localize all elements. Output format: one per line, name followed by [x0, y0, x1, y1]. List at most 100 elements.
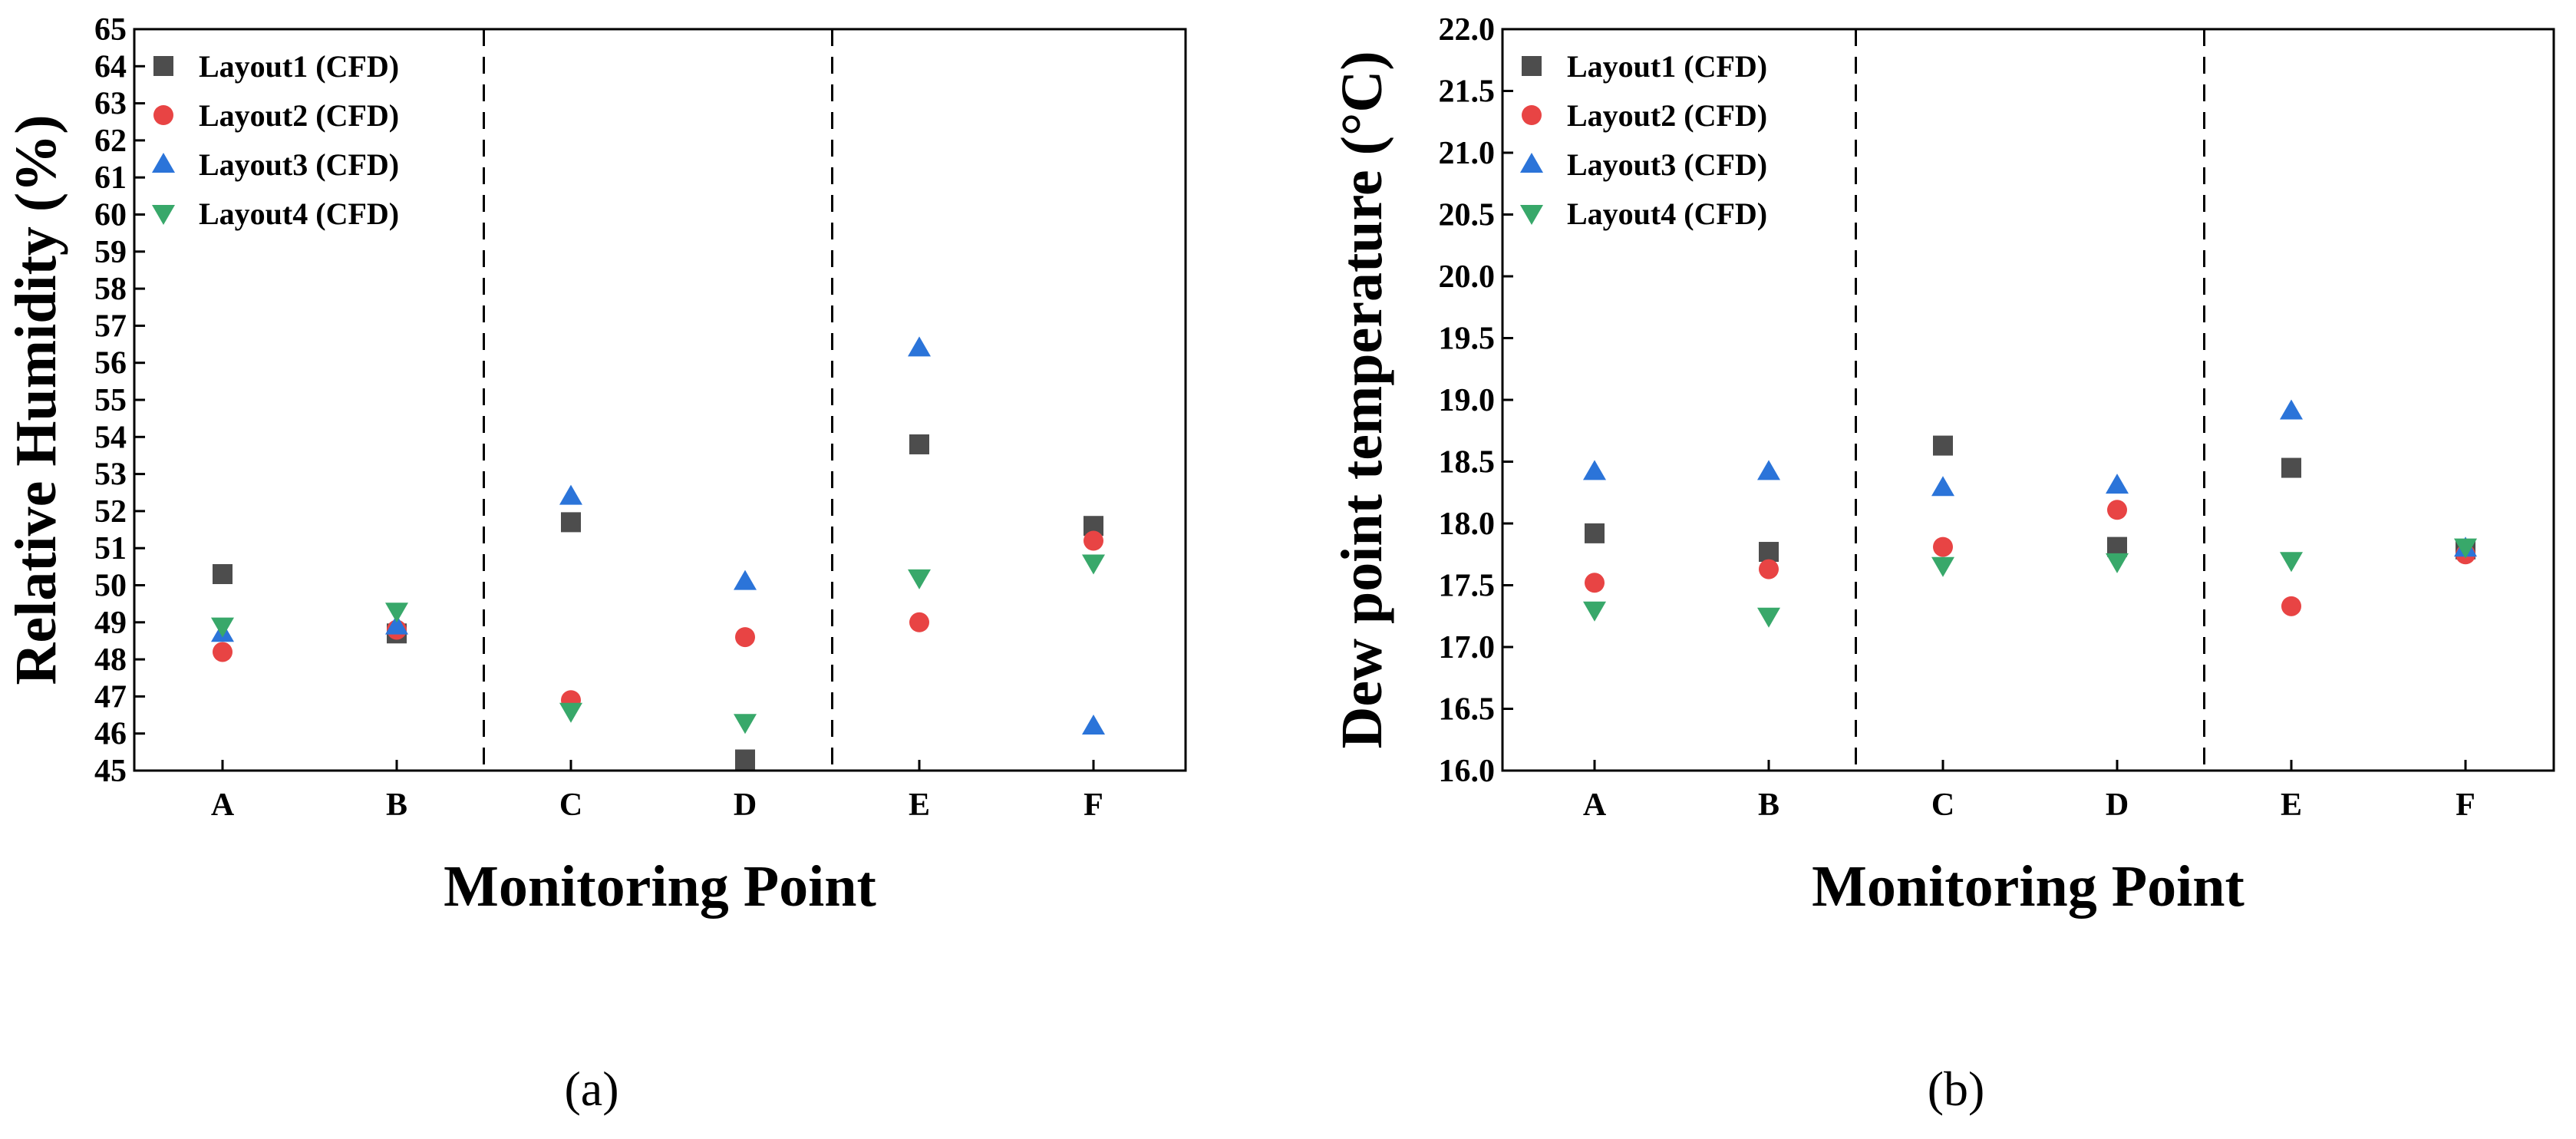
- legend-marker-layout1: [153, 56, 173, 76]
- chart-panel-a: 4546474849505152535455565758596061626364…: [4, 12, 1187, 1116]
- y-tick-label: 20.0: [1439, 259, 1496, 295]
- x-tick-label: D: [734, 787, 757, 823]
- legend-b: Layout1 (CFD) Layout2 (CFD) Layout3 (CFD) L…: [1520, 49, 1767, 231]
- y-tick-label: 52: [94, 494, 127, 530]
- legend-label-layout3: Layout3 (CFD): [199, 147, 399, 182]
- x-tick-label: A: [211, 787, 235, 823]
- data-point-layout2-D: [735, 627, 755, 648]
- x-tick-label: D: [2106, 787, 2129, 823]
- y-tick-label: 21.0: [1439, 136, 1496, 171]
- y-tick-label: 19.5: [1439, 322, 1496, 357]
- legend-label-layout2: Layout2 (CFD): [199, 98, 399, 133]
- x-axis-title-b: Monitoring Point: [1812, 854, 2245, 919]
- data-point-layout1-E: [909, 434, 929, 454]
- y-tick-label: 65: [94, 12, 127, 48]
- data-point-layout4-D: [2106, 553, 2129, 573]
- data-point-layout2-D: [2107, 500, 2127, 520]
- x-tick-label: E: [2281, 787, 2302, 823]
- y-tick-label: 57: [94, 309, 127, 344]
- data-point-layout2-B: [1759, 559, 1779, 579]
- y-tick-label: 21.5: [1439, 74, 1496, 110]
- data-point-layout3-C: [1931, 476, 1954, 497]
- dividers-b: [1855, 29, 2205, 771]
- data-point-layout3-B: [1757, 460, 1780, 480]
- legend-a: Layout1 (CFD) Layout2 (CFD) Layout3 (CFD) L…: [152, 49, 399, 231]
- y-tick-label: 48: [94, 642, 127, 678]
- panel-label-b: (b): [1928, 1061, 1985, 1116]
- legend-marker-layout1: [1522, 56, 1542, 76]
- y-tick-label: 51: [94, 531, 127, 566]
- data-point-layout3-E: [2280, 399, 2303, 420]
- data-point-layout2-E: [2281, 596, 2301, 616]
- data-point-layout1-C: [1933, 435, 1953, 456]
- legend-label-layout1: Layout1 (CFD): [199, 49, 399, 84]
- data-point-layout4-E: [2280, 552, 2303, 573]
- data-point-layout4-B: [385, 603, 408, 623]
- chart-panel-b: 16.0 16.5 17.0 17.5 18.0 18.5 19.0 19.5 20.0 20.5…: [1330, 12, 2555, 1116]
- data-point-layout1-A: [213, 564, 233, 585]
- data-point-layout2-F: [1084, 530, 1103, 551]
- y-tick-label: 18.0: [1439, 507, 1496, 542]
- y-tick-label: 16.5: [1439, 692, 1496, 728]
- plot-area-b: [1501, 28, 2555, 772]
- y-tick-label: 62: [94, 124, 127, 159]
- y-tick-label: 45: [94, 754, 127, 789]
- y-tick-label: 18.5: [1439, 445, 1496, 480]
- data-point-layout1-C: [561, 512, 581, 533]
- x-tick-label: B: [1758, 787, 1779, 823]
- data-point-layout3-F: [1082, 715, 1105, 735]
- x-tick-label: C: [1931, 787, 1954, 823]
- y-ticks-b: 16.0 16.5 17.0 17.5 18.0 18.5 19.0 19.5 20.0 20.5…: [1439, 12, 1513, 789]
- x-tick-label: B: [386, 787, 407, 823]
- legend-marker-layout3: [152, 153, 175, 173]
- x-tick-label: E: [909, 787, 930, 823]
- x-axis-title-a: Monitoring Point: [444, 854, 876, 919]
- y-tick-label: 60: [94, 198, 127, 233]
- data-point-layout4-F: [2454, 538, 2477, 559]
- data-point-layout2-A: [213, 642, 233, 662]
- data-point-layout3-B: [385, 614, 408, 635]
- y-ticks-a: 4546474849505152535455565758596061626364…: [94, 12, 145, 789]
- y-tick-label: 17.5: [1439, 569, 1496, 604]
- y-tick-label: 46: [94, 717, 127, 752]
- y-tick-label: 64: [94, 49, 127, 84]
- data-point-layout4-C: [1931, 556, 1954, 577]
- data-point-layout4-D: [734, 714, 757, 735]
- plot-area-a: [133, 28, 1187, 772]
- dividers-a: [483, 29, 833, 771]
- data-point-layout1-D: [735, 749, 755, 770]
- data-point-layout1-E: [2281, 457, 2301, 478]
- legend-marker-layout3: [1520, 153, 1543, 173]
- data-point-layout3-C: [559, 484, 582, 505]
- legend-marker-layout4: [152, 205, 175, 225]
- data-point-layout2-A: [1585, 573, 1605, 593]
- data-point-layout3-A: [1583, 460, 1606, 480]
- data-point-layout4-B: [1757, 607, 1780, 628]
- data-point-layout2-C: [1933, 536, 1953, 557]
- data-point-layout3-D: [2106, 474, 2129, 494]
- data-point-layout1-B: [1759, 542, 1779, 563]
- y-tick-label: 59: [94, 235, 127, 270]
- x-tick-label: F: [1084, 787, 1103, 823]
- x-tick-label: C: [559, 787, 582, 823]
- legend-label-layout2: Layout2 (CFD): [1567, 98, 1767, 133]
- y-tick-label: 17.0: [1439, 630, 1496, 665]
- data-point-layout1-A: [1585, 523, 1605, 543]
- y-tick-label: 54: [94, 420, 127, 455]
- data-point-layout4-E: [908, 569, 931, 589]
- data-point-layout4-F: [1082, 554, 1105, 575]
- y-tick-label: 22.0: [1439, 12, 1496, 48]
- x-ticks-a: A B C D E F: [211, 760, 1103, 823]
- y-axis-title-a: Relative Humidity (%): [4, 114, 68, 685]
- data-points-a: [211, 336, 1105, 770]
- legend-label-layout4: Layout4 (CFD): [199, 196, 399, 231]
- x-ticks-b: A B C D E F: [1583, 760, 2475, 823]
- y-tick-label: 49: [94, 606, 127, 641]
- data-point-layout4-A: [1583, 601, 1606, 622]
- y-tick-label: 50: [94, 569, 127, 604]
- y-tick-label: 55: [94, 383, 127, 418]
- data-point-layout4-A: [211, 617, 234, 638]
- legend-label-layout4: Layout4 (CFD): [1567, 196, 1767, 231]
- y-tick-label: 16.0: [1439, 754, 1496, 789]
